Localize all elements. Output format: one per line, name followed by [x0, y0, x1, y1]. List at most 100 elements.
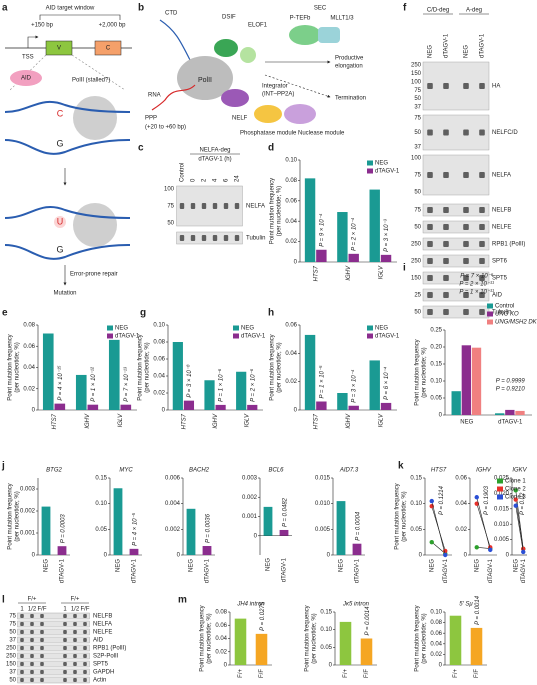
y-tick-label: 0.08 — [285, 178, 297, 184]
blot-group: F/+ — [28, 597, 37, 603]
x-tick-label: NEG — [116, 559, 122, 572]
y-tick-label: 0.04 — [455, 501, 467, 507]
chart-title: 5′ Sμ — [459, 602, 473, 608]
blot-band — [30, 670, 34, 674]
bar — [337, 212, 348, 262]
p-value: P = 0.0003 — [61, 514, 67, 544]
x-tick-label: dTAGV-1 — [60, 558, 66, 583]
row-label: NELFA — [246, 204, 265, 210]
p-value: P = 1 × 10⁻¹¹ — [459, 290, 494, 296]
x-tick-label: F/+ — [453, 669, 459, 678]
x-tick-label: NEG — [429, 559, 435, 572]
marker-label: 25 — [414, 293, 421, 299]
blot-band — [30, 630, 34, 634]
chart-title: MYC — [119, 468, 133, 474]
blot-band — [30, 614, 34, 618]
blot-band — [443, 241, 449, 247]
y-tick-label: 0.06 — [285, 323, 297, 329]
y-tick-label: 0.08 — [430, 620, 442, 626]
y-tick-label: 0.020 — [494, 491, 510, 497]
label: CTD — [165, 11, 178, 17]
blot-band — [443, 309, 449, 315]
marker-label: 150 — [411, 71, 422, 77]
blot-band — [479, 129, 485, 136]
bar — [41, 506, 51, 555]
bar — [113, 488, 123, 555]
blot-band — [427, 207, 433, 213]
blot-band — [40, 630, 44, 634]
y-tick-label: 0.10 — [153, 323, 165, 329]
marker-label: 250 — [411, 242, 422, 248]
bar — [461, 345, 472, 415]
label: Integrator — [262, 84, 288, 90]
blot-group: NELFA-deg — [199, 148, 230, 154]
point — [513, 497, 518, 502]
x-tick-label: NEG — [513, 559, 519, 572]
blot-band — [20, 646, 24, 650]
bar — [87, 404, 99, 410]
chart-title: IGKV — [512, 468, 527, 474]
blot-strip — [422, 220, 490, 234]
p-value: P = 2 × 10⁻¹¹ — [459, 282, 494, 288]
y-axis-label: (per nucleotide; %) — [15, 491, 21, 541]
marker-label: 37 — [414, 145, 421, 151]
legend-label: NEG — [375, 326, 388, 332]
series-line — [431, 501, 446, 556]
label: Nuclease module — [298, 131, 345, 137]
x-tick-label: NEG — [339, 559, 345, 572]
y-tick-label: 0 — [32, 408, 36, 414]
marker-label: 75 — [9, 614, 16, 620]
blot-band — [63, 670, 67, 674]
y-tick-label: 0.08 — [23, 323, 35, 329]
blot-band — [83, 646, 87, 650]
blot-strip — [422, 288, 490, 302]
label: Termination — [335, 96, 366, 102]
y-tick-label: 0.010 — [315, 501, 331, 507]
lane-label: NEG — [464, 45, 470, 58]
x-tick-label: IGHV — [213, 413, 219, 429]
row-label: Actin — [93, 678, 106, 684]
blot-band — [83, 678, 87, 682]
p-value: P = 0.0014 — [475, 595, 481, 625]
x-tick-label: F/F — [259, 669, 265, 678]
chart-title: BCL6 — [268, 468, 284, 474]
y-tick-label: 0.08 — [153, 340, 165, 346]
y-axis-label: (per nucleotide; %) — [422, 347, 428, 397]
bar — [186, 508, 196, 555]
legend-swatch — [497, 486, 503, 492]
row-label: NELFB — [93, 614, 112, 620]
marker-label: 100 — [411, 156, 422, 162]
point — [443, 552, 448, 558]
blot-band — [73, 678, 77, 682]
y-axis-label: Point mutation frequency — [138, 334, 144, 400]
row-label: GAPDH — [93, 670, 114, 676]
bar — [236, 371, 247, 410]
x-tick-label: dTAGV-1 — [205, 558, 211, 583]
p-value: P = 0.0004 — [356, 511, 362, 541]
series-line — [515, 505, 524, 552]
y-tick-label: 0.06 — [215, 623, 227, 629]
legend-swatch — [497, 494, 503, 500]
blot-band — [443, 224, 449, 230]
nelf-shape — [221, 89, 249, 107]
series-line — [515, 499, 524, 549]
elof1-shape — [240, 47, 256, 63]
blot-band — [63, 638, 67, 642]
bar — [316, 249, 327, 262]
bar — [304, 178, 316, 262]
bar — [108, 339, 120, 410]
marker-label: 250 — [6, 654, 17, 660]
marker-label: 50 — [9, 678, 16, 684]
blot-band — [63, 622, 67, 626]
legend-label: NEG — [241, 326, 254, 332]
label: PPP — [145, 116, 157, 122]
y-tick-label: 0 — [32, 553, 36, 559]
y-axis-label: (per nucleotide; %) — [402, 491, 408, 541]
blot-band — [83, 638, 87, 642]
blot-band — [40, 614, 44, 618]
legend-swatch — [367, 333, 373, 339]
legend-label: Clone 1 — [505, 479, 526, 485]
y-axis-label: Point mutation frequency — [270, 178, 276, 244]
bar — [348, 405, 359, 410]
